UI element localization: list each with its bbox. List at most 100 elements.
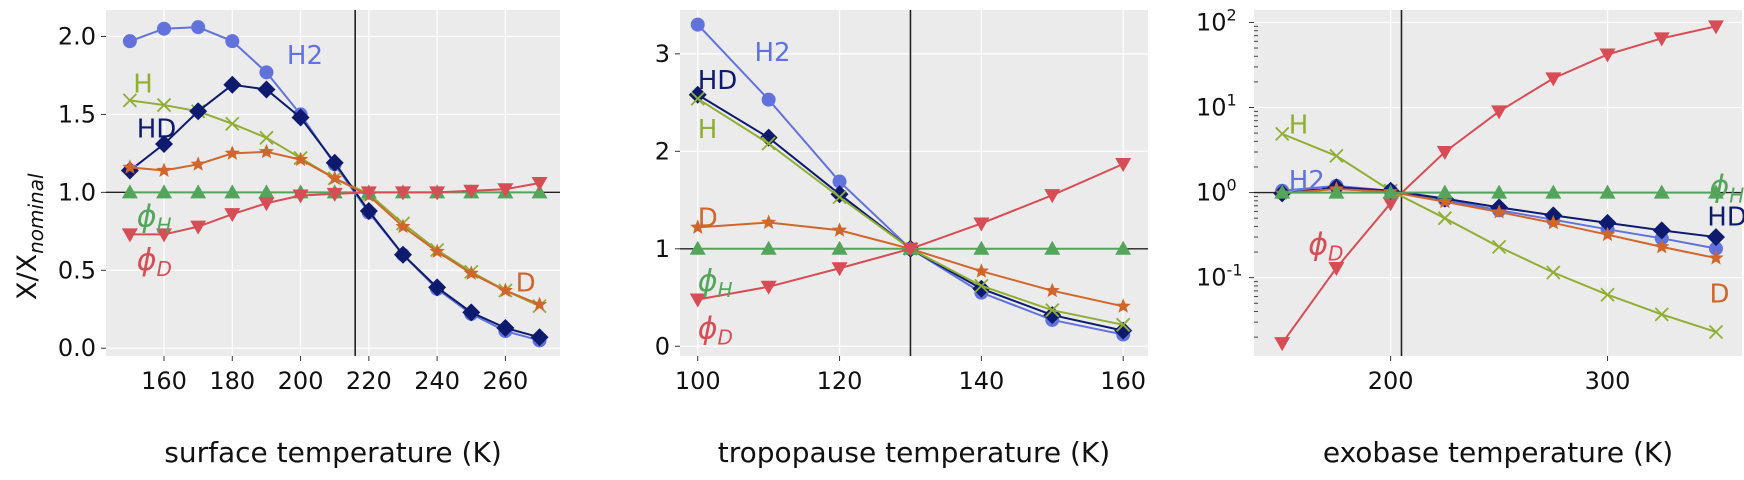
data-point-hd	[291, 108, 310, 127]
y-axis-label: X/Xnominal	[12, 173, 48, 300]
panel-1: 160 180 200 220 240 260 0.0 0.5 1.0 1.5 2.0 surface…	[58, 10, 560, 469]
y-tick-label-exponent: 1	[1227, 91, 1237, 110]
data-point-h	[1600, 287, 1615, 302]
x-tick-label: 200	[1368, 367, 1414, 395]
data-point-phi-h	[1599, 184, 1616, 199]
data-point-phi-d	[1653, 32, 1670, 47]
series-label-phi: ϕ	[698, 264, 718, 299]
x-tick-label: 100	[675, 367, 721, 395]
data-point-hd	[325, 153, 344, 172]
data-point-phi-h	[831, 240, 848, 255]
data-point-h-stroke-b	[761, 136, 776, 151]
data-point-phi-d	[1599, 48, 1616, 63]
data-point-h-stroke-b	[1045, 303, 1060, 318]
data-point-h-stroke-b	[690, 91, 705, 106]
data-point-h2	[832, 174, 847, 189]
data-point-phi-d	[1545, 72, 1562, 87]
data-point-d	[395, 218, 411, 234]
series-label-h: H	[1289, 111, 1309, 141]
plot-area	[106, 10, 560, 356]
data-point-hd	[223, 75, 242, 94]
data-point-d	[1491, 204, 1507, 219]
data-point-phi-d	[1044, 189, 1061, 204]
data-point-d	[531, 296, 548, 312]
data-point-phi-h	[1491, 184, 1508, 199]
data-point-hd	[1598, 213, 1617, 232]
panel-2: 100 120 140 160 0 1 2 3 tropopause temperature (…	[655, 10, 1148, 469]
y-tick-label-exponent: -1	[1227, 261, 1243, 280]
data-point-phi-h	[1115, 240, 1132, 255]
x-tick-label: 240	[414, 367, 460, 395]
data-point-hd	[155, 135, 174, 154]
data-point-hd	[189, 102, 208, 121]
data-point-hd	[393, 245, 412, 264]
data-point-phi-d	[292, 189, 309, 204]
data-point-h	[1491, 239, 1507, 255]
data-point-d	[1115, 298, 1131, 313]
data-point-phi-h	[531, 184, 548, 199]
data-point-phi-d	[760, 280, 777, 295]
y-tick-label-base: 10	[1196, 8, 1227, 36]
data-point-phi-d	[1436, 145, 1453, 160]
data-point-hd	[428, 278, 447, 297]
data-point-h	[156, 97, 172, 113]
data-point-phi-h	[1328, 184, 1345, 199]
series-label-h: H	[698, 115, 718, 145]
data-point-h-stroke-b	[225, 116, 240, 131]
data-point-phi-d	[360, 186, 377, 201]
data-point-h-stroke-b	[974, 278, 989, 293]
data-point-h	[1708, 324, 1724, 340]
data-point-h2	[225, 34, 240, 49]
data-point-h	[122, 93, 138, 108]
data-point-h-stroke-b	[259, 130, 274, 145]
data-point-h-stroke-b	[122, 93, 138, 108]
data-point-h2	[1708, 241, 1723, 256]
data-point-h-stroke-b	[1654, 307, 1669, 322]
series-label-subscript: H	[1729, 183, 1744, 207]
y-tick-label: 2.0	[58, 22, 96, 50]
y-tick-label-base: 10	[1196, 94, 1227, 122]
plot-area	[1254, 10, 1742, 356]
data-point-phi-d	[497, 183, 514, 198]
data-point-h2	[122, 34, 137, 49]
data-point-h2	[690, 17, 705, 32]
data-point-h-stroke-b	[1600, 287, 1615, 302]
data-point-h	[1329, 148, 1344, 164]
data-point-d	[1545, 214, 1561, 230]
data-point-h-stroke-b	[156, 97, 172, 113]
data-point-d	[258, 143, 275, 159]
data-point-hd	[359, 202, 378, 221]
data-point-phi-d	[224, 208, 241, 223]
x-tick-label: 160	[1100, 367, 1146, 395]
data-point-d	[224, 145, 240, 160]
data-point-phi-d	[1328, 261, 1345, 276]
data-point-hd	[257, 80, 276, 99]
data-point-phi-d	[429, 186, 446, 201]
plot-area	[680, 10, 1148, 356]
data-point-d	[463, 265, 479, 280]
data-point-h	[1437, 211, 1452, 226]
data-point-phi-h	[1545, 184, 1562, 199]
data-point-h	[1275, 126, 1290, 142]
y-tick-label: 3	[655, 40, 670, 68]
y-tick-label-base: 10	[1196, 264, 1227, 292]
data-point-h-stroke-b	[1546, 265, 1561, 280]
data-point-phi-h	[973, 240, 990, 255]
data-point-phi-d	[1491, 105, 1508, 120]
y-tick-label: 0	[655, 332, 670, 360]
data-point-d	[1654, 238, 1670, 254]
data-point-phi-d	[973, 217, 990, 232]
data-point-h-stroke-b	[1275, 126, 1290, 142]
data-point-d	[429, 243, 445, 259]
data-point-phi-h	[224, 184, 241, 199]
data-point-h	[1045, 303, 1060, 318]
x-tick-label: 180	[209, 367, 255, 395]
series-label-hd: HD	[137, 114, 177, 144]
data-point-hd	[496, 318, 515, 337]
data-point-h-stroke-b	[1708, 324, 1724, 340]
